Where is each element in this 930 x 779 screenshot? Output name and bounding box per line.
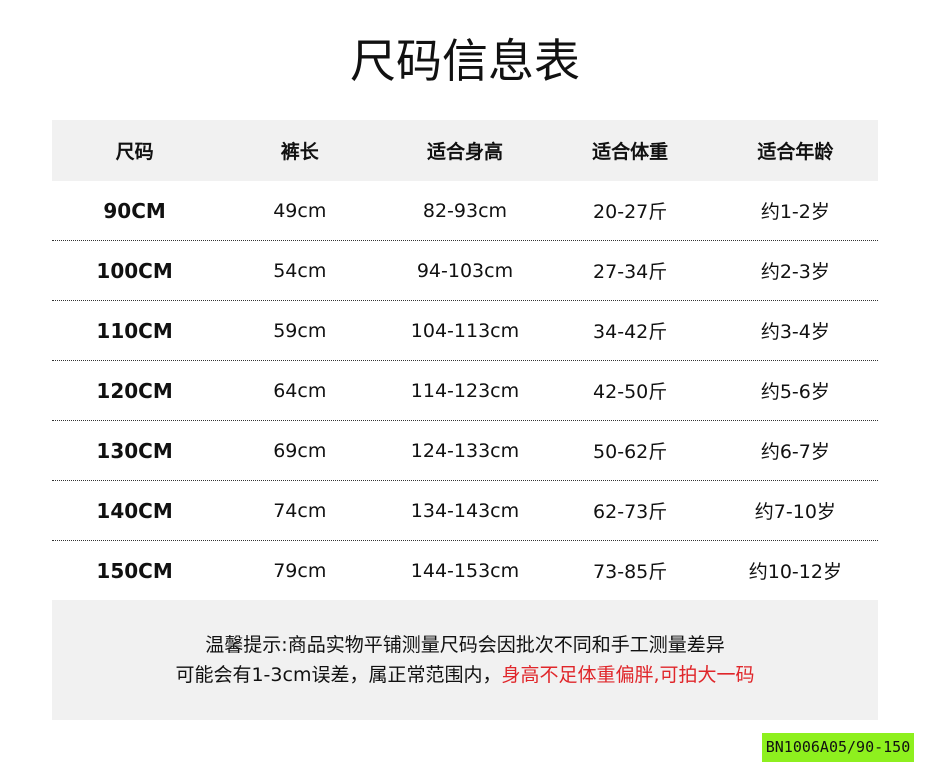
tip-box: 温馨提示:商品实物平铺测量尺码会因批次不同和手工测量差异 可能会有1-3cm误差… bbox=[52, 600, 878, 720]
cell-size: 90CM bbox=[103, 198, 166, 223]
table-row: 130CM 69cm 124-133cm 50-62斤 约6-7岁 bbox=[52, 421, 878, 481]
cell-size: 150CM bbox=[96, 558, 173, 583]
cell-pants-length: 54cm bbox=[273, 259, 327, 282]
cell-weight: 73-85斤 bbox=[593, 561, 668, 583]
header-weight: 适合体重 bbox=[592, 141, 669, 163]
tip-line-2: 可能会有1-3cm误差，属正常范围内，身高不足体重偏胖,可拍大一码 bbox=[52, 660, 878, 690]
cell-age: 约7-10岁 bbox=[754, 501, 836, 523]
cell-height: 82-93cm bbox=[422, 199, 508, 222]
table-row: 140CM 74cm 134-143cm 62-73斤 约7-10岁 bbox=[52, 481, 878, 541]
cell-pants-length: 69cm bbox=[273, 439, 327, 462]
cell-weight: 27-34斤 bbox=[593, 261, 668, 283]
cell-age: 约2-3岁 bbox=[760, 261, 830, 283]
cell-height: 114-123cm bbox=[410, 379, 520, 402]
cell-size: 110CM bbox=[96, 318, 173, 343]
cell-height: 124-133cm bbox=[410, 439, 520, 462]
cell-size: 140CM bbox=[96, 498, 173, 523]
cell-size: 120CM bbox=[96, 378, 173, 403]
header-pants-length: 裤长 bbox=[280, 141, 319, 163]
cell-age: 约1-2岁 bbox=[760, 201, 830, 223]
cell-pants-length: 74cm bbox=[273, 499, 327, 522]
cell-pants-length: 49cm bbox=[273, 199, 327, 222]
product-code-badge: BN1006A05/90-150 bbox=[762, 733, 914, 762]
tip-line-2-highlight: 身高不足体重偏胖,可拍大一码 bbox=[501, 664, 755, 686]
table-row: 120CM 64cm 114-123cm 42-50斤 约5-6岁 bbox=[52, 361, 878, 421]
cell-weight: 62-73斤 bbox=[593, 501, 668, 523]
cell-height: 144-153cm bbox=[410, 559, 520, 582]
table-row: 150CM 79cm 144-153cm 73-85斤 约10-12岁 bbox=[52, 541, 878, 600]
table-row: 100CM 54cm 94-103cm 27-34斤 约2-3岁 bbox=[52, 241, 878, 301]
cell-pants-length: 64cm bbox=[273, 379, 327, 402]
size-table: 尺码 裤长 适合身高 适合体重 适合年龄 90CM 49cm 82-93cm 20-2… bbox=[52, 120, 878, 600]
cell-weight: 20-27斤 bbox=[593, 201, 668, 223]
cell-height: 104-113cm bbox=[410, 319, 520, 342]
cell-age: 约6-7岁 bbox=[760, 441, 830, 463]
header-size: 尺码 bbox=[115, 141, 154, 163]
cell-height: 94-103cm bbox=[416, 259, 514, 282]
cell-weight: 34-42斤 bbox=[593, 321, 668, 343]
tip-line-2-text: 可能会有1-3cm误差，属正常范围内， bbox=[175, 664, 502, 686]
header-height: 适合身高 bbox=[426, 141, 503, 163]
header-age: 适合年龄 bbox=[757, 141, 834, 163]
cell-weight: 42-50斤 bbox=[593, 381, 668, 403]
cell-age: 约3-4岁 bbox=[760, 321, 830, 343]
table-header: 尺码 裤长 适合身高 适合体重 适合年龄 bbox=[52, 120, 878, 181]
tip-line-1: 温馨提示:商品实物平铺测量尺码会因批次不同和手工测量差异 bbox=[205, 634, 725, 656]
cell-pants-length: 59cm bbox=[273, 319, 327, 342]
cell-size: 100CM bbox=[96, 258, 173, 283]
table-row: 90CM 49cm 82-93cm 20-27斤 约1-2岁 bbox=[52, 181, 878, 241]
cell-weight: 50-62斤 bbox=[593, 441, 668, 463]
cell-age: 约5-6岁 bbox=[760, 381, 830, 403]
cell-age: 约10-12岁 bbox=[748, 561, 842, 583]
cell-height: 134-143cm bbox=[410, 499, 520, 522]
table-row: 110CM 59cm 104-113cm 34-42斤 约3-4岁 bbox=[52, 301, 878, 361]
page-title: 尺码信息表 bbox=[350, 34, 580, 88]
cell-pants-length: 79cm bbox=[273, 559, 327, 582]
cell-size: 130CM bbox=[96, 438, 173, 463]
